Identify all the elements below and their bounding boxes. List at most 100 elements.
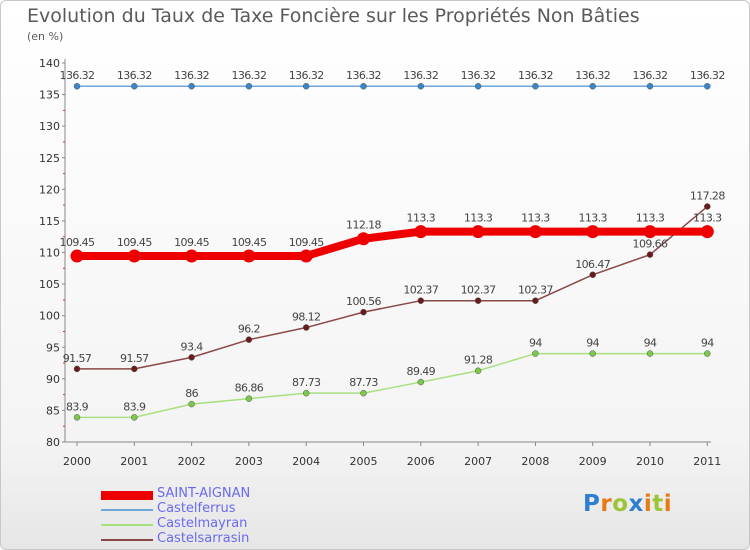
x-tick-label: 2005 xyxy=(350,455,378,468)
data-point-saint-aignan xyxy=(471,225,485,239)
data-label-castelmayran: 83.9 xyxy=(123,400,146,413)
data-label-castelferrus: 136.32 xyxy=(690,69,725,82)
logo-letter: i xyxy=(643,491,653,517)
y-tick-label: 135 xyxy=(39,89,60,102)
data-point-castelferrus xyxy=(302,82,310,90)
data-label-castelsarrasin: 98.12 xyxy=(292,311,321,324)
y-tick-label: 85 xyxy=(46,404,60,417)
data-label-castelsarrasin: 102.37 xyxy=(518,284,553,297)
y-tick-label: 105 xyxy=(39,278,60,291)
data-label-castelmayran: 94 xyxy=(644,337,657,350)
data-label-castelmayran: 86.86 xyxy=(235,382,264,395)
data-label-saint-aignan: 113.3 xyxy=(521,212,550,225)
data-label-saint-aignan: 112.18 xyxy=(346,219,381,232)
x-tick-label: 2002 xyxy=(178,455,206,468)
x-tick-label: 2003 xyxy=(235,455,263,468)
data-point-castelmayran xyxy=(245,395,253,402)
y-tick-label: 100 xyxy=(39,310,60,323)
data-point-castelferrus xyxy=(188,82,195,90)
data-label-castelmayran: 91.28 xyxy=(464,354,493,367)
data-point-castelmayran xyxy=(646,350,654,357)
data-label-castelmayran: 87.73 xyxy=(292,376,321,389)
data-point-castelferrus xyxy=(646,82,654,90)
legend-entry: SAINT-AIGNAN xyxy=(101,486,401,502)
data-point-castelferrus xyxy=(417,82,425,90)
data-point-castelmayran xyxy=(417,378,425,386)
data-label-castelsarrasin: 102.37 xyxy=(403,284,438,297)
data-point-saint-aignan xyxy=(185,249,199,263)
data-label-castelferrus: 136.32 xyxy=(461,69,496,82)
data-point-castelferrus xyxy=(532,82,539,90)
y-tick-label: 80 xyxy=(46,436,60,449)
legend-swatch xyxy=(101,539,153,541)
legend-label: Castelsarrasin xyxy=(157,531,250,546)
data-label-saint-aignan: 109.45 xyxy=(117,236,152,249)
logo-letter: i xyxy=(663,491,673,517)
data-point-castelferrus xyxy=(73,82,81,90)
legend-label: SAINT-AIGNAN xyxy=(157,486,251,501)
data-label-saint-aignan: 113.3 xyxy=(407,212,436,225)
data-point-castelferrus xyxy=(474,82,482,90)
y-tick-label: 140 xyxy=(39,57,60,70)
y-tick-label: 110 xyxy=(39,247,60,260)
data-point-castelsarrasin xyxy=(417,297,425,304)
data-label-castelsarrasin: 91.57 xyxy=(120,352,149,365)
legend-swatch xyxy=(101,490,153,500)
data-label-saint-aignan: 109.45 xyxy=(231,236,266,249)
logo-letter: x xyxy=(628,491,644,517)
x-tick-label: 2000 xyxy=(63,455,91,468)
data-label-saint-aignan: 113.3 xyxy=(636,212,665,225)
data-label-castelferrus: 136.32 xyxy=(289,69,324,82)
data-label-castelsarrasin: 109.66 xyxy=(633,238,668,251)
x-tick-label: 2006 xyxy=(407,455,435,468)
logo-letter: r xyxy=(600,491,613,517)
data-point-castelsarrasin xyxy=(245,336,253,343)
logo-letter: o xyxy=(612,491,629,517)
data-label-castelferrus: 136.32 xyxy=(174,69,209,82)
data-label-castelferrus: 136.32 xyxy=(117,69,152,82)
legend: SAINT-AIGNAN Castelferrus Castelmayran Cast… xyxy=(101,486,401,547)
proxiti-logo: Proxiti xyxy=(583,491,672,517)
data-point-castelferrus xyxy=(131,82,138,90)
data-label-castelsarrasin: 100.56 xyxy=(346,295,381,308)
legend-swatch xyxy=(101,524,153,526)
data-label-castelmayran: 94 xyxy=(701,337,714,350)
data-label-castelsarrasin: 106.47 xyxy=(575,258,610,271)
data-point-castelsarrasin xyxy=(131,365,138,373)
data-point-castelsarrasin xyxy=(532,297,539,304)
data-point-castelmayran xyxy=(131,414,138,421)
data-label-castelsarrasin: 117.28 xyxy=(690,190,725,203)
x-tick-label: 2011 xyxy=(693,455,721,468)
x-tick-label: 2009 xyxy=(579,455,607,468)
data-label-castelmayran: 83.9 xyxy=(66,400,89,413)
legend-entry: Castelsarrasin xyxy=(101,531,401,547)
data-point-castelsarrasin xyxy=(73,365,81,373)
data-point-saint-aignan xyxy=(700,225,714,239)
logo-letter: P xyxy=(583,491,601,517)
data-point-saint-aignan xyxy=(357,232,370,246)
legend-label: Castelferrus xyxy=(157,501,236,516)
y-tick-label: 95 xyxy=(46,341,60,354)
data-label-saint-aignan: 113.3 xyxy=(464,212,493,225)
data-point-castelferrus xyxy=(245,82,253,90)
data-point-castelferrus xyxy=(704,82,711,90)
data-point-castelsarrasin xyxy=(474,297,482,304)
data-label-castelferrus: 136.32 xyxy=(346,69,381,82)
series-line-castelsarrasin xyxy=(76,205,709,370)
data-point-castelsarrasin xyxy=(646,251,654,258)
y-tick-label: 125 xyxy=(39,152,60,165)
y-unit-label: (en %) xyxy=(27,30,64,43)
data-label-saint-aignan: 109.45 xyxy=(174,236,209,249)
data-point-castelferrus xyxy=(589,82,596,90)
data-label-castelmayran: 86 xyxy=(185,387,198,400)
data-label-saint-aignan: 109.45 xyxy=(289,236,324,249)
data-point-saint-aignan xyxy=(643,225,657,239)
data-label-castelsarrasin: 91.57 xyxy=(63,352,92,365)
legend-swatch xyxy=(101,509,153,511)
data-point-castelmayran xyxy=(302,389,310,397)
logo-letter: t xyxy=(652,491,664,517)
data-point-castelsarrasin xyxy=(188,354,195,361)
data-label-saint-aignan: 113.3 xyxy=(578,212,607,225)
y-tick-label: 130 xyxy=(39,120,60,133)
x-tick-label: 2008 xyxy=(521,455,549,468)
